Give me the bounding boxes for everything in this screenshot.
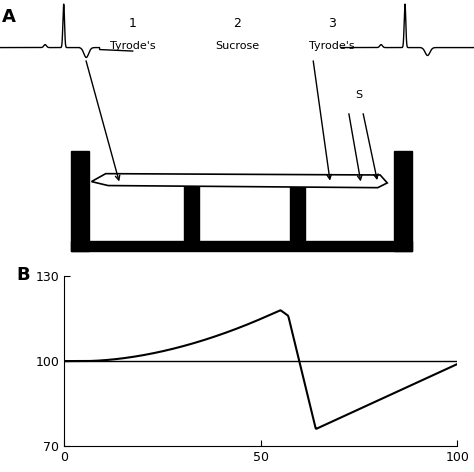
Bar — [290, 183, 305, 241]
Text: A: A — [2, 8, 16, 26]
Bar — [394, 151, 412, 251]
Text: B: B — [17, 266, 30, 284]
Text: S: S — [356, 91, 363, 101]
Text: Tyrode's: Tyrode's — [309, 41, 355, 51]
Text: Sucrose: Sucrose — [215, 41, 259, 51]
Text: 1: 1 — [129, 17, 137, 30]
Text: Tyrode's: Tyrode's — [110, 41, 155, 51]
Bar — [71, 241, 412, 251]
Polygon shape — [91, 174, 387, 188]
Bar — [184, 183, 199, 241]
Bar — [71, 151, 89, 251]
Text: 3: 3 — [328, 17, 336, 30]
Text: 2: 2 — [233, 17, 241, 30]
